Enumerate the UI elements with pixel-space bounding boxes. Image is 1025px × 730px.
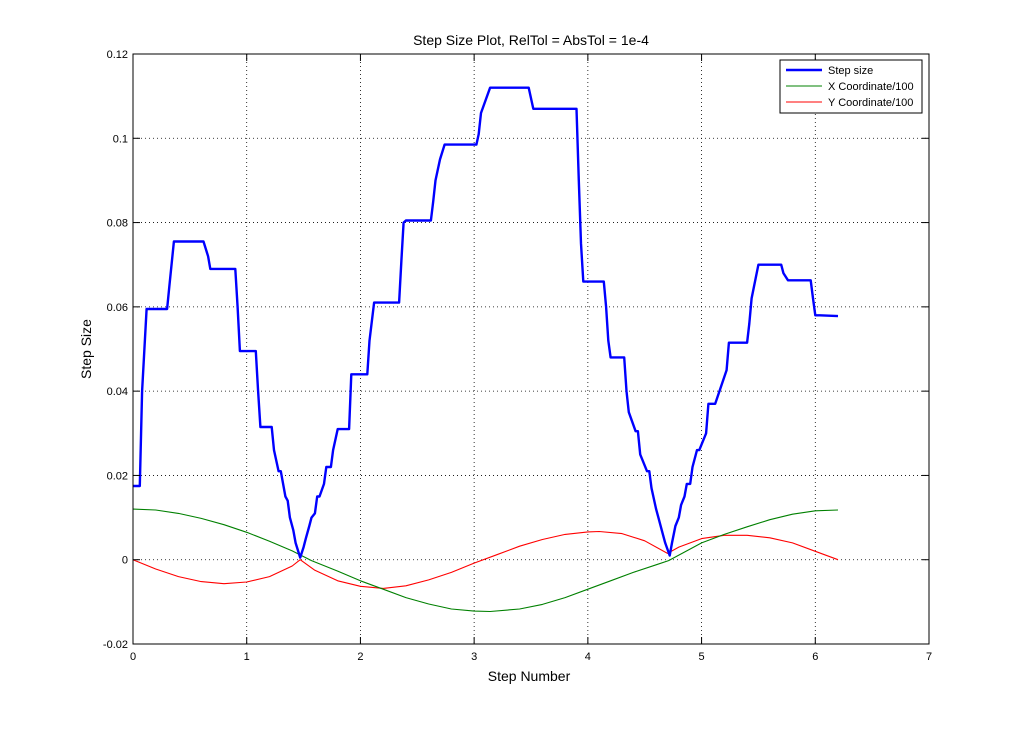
chart-title: Step Size Plot, RelTol = AbsTol = 1e-4 (413, 32, 649, 48)
y-tick-label: 0.04 (107, 386, 128, 398)
x-tick-label: 7 (926, 651, 932, 663)
x-axis-label: Step Number (488, 668, 571, 684)
x-tick-label: 6 (812, 651, 818, 663)
series-layer (132, 86, 839, 613)
y-tick-label: 0.12 (107, 49, 128, 61)
y-tick-label: 0.06 (107, 302, 128, 314)
x-tick-label: 0 (130, 651, 136, 663)
ticks (132, 53, 930, 645)
legend-label: Y Coordinate/100 (828, 97, 913, 109)
legend: Step size X Coordinate/100 Y Coordinate/10… (779, 59, 923, 114)
y-tick-label: 0.1 (113, 133, 128, 145)
legend-label: Step size (828, 65, 873, 77)
y-tick-label: 0.08 (107, 218, 128, 230)
x-tick-label: 1 (244, 651, 250, 663)
y-tick-label: -0.02 (103, 639, 128, 651)
series-line-y-coordinate (132, 530, 839, 589)
x-tick-label: 4 (585, 651, 591, 663)
series-line-x-coordinate (132, 508, 839, 613)
plot-background (133, 54, 929, 644)
x-tick-label: 5 (699, 651, 705, 663)
x-tick-label: 2 (357, 651, 363, 663)
x-tick-label: 3 (471, 651, 477, 663)
y-tick-label: 0 (122, 555, 128, 567)
legend-label: X Coordinate/100 (828, 81, 914, 93)
series-line-step-size (133, 86, 839, 559)
plot-frame (132, 53, 930, 645)
grid (133, 54, 929, 644)
y-tick-label: 0.02 (107, 470, 128, 482)
y-axis-label: Step Size (78, 319, 94, 379)
